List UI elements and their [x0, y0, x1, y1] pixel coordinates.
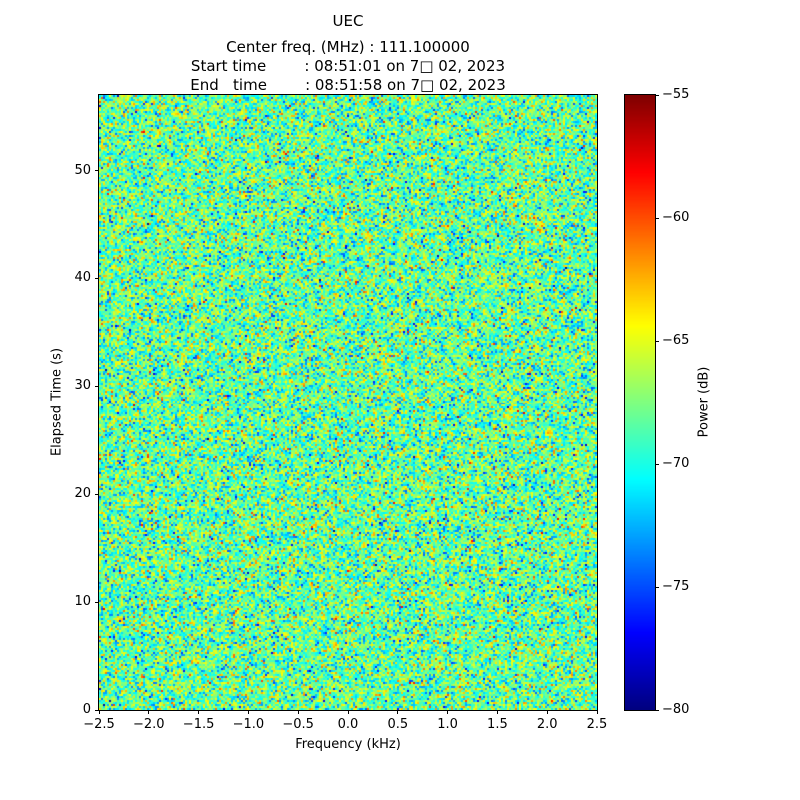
y-tick-label: 50 — [74, 162, 91, 178]
x-tick-mark — [148, 710, 150, 714]
plot-title: UEC — [332, 12, 364, 30]
x-axis-label: Frequency (kHz) — [295, 737, 401, 752]
y-tick-mark — [95, 601, 99, 603]
y-tick-label: 20 — [74, 486, 91, 502]
y-tick-mark — [95, 277, 99, 279]
colorbar-tick-label: −55 — [662, 87, 690, 102]
center-freq-line: Center freq. (MHz) : 111.100000 — [226, 38, 470, 56]
x-tick-label: −2.5 — [83, 717, 115, 732]
x-tick-mark — [198, 710, 200, 714]
x-tick-mark — [297, 710, 299, 714]
x-tick-label: 1.5 — [487, 717, 508, 732]
x-tick-mark — [347, 710, 349, 714]
x-tick-mark — [447, 710, 449, 714]
colorbar-tick-label: −65 — [662, 333, 690, 348]
x-tick-mark — [247, 710, 249, 714]
x-tick-mark — [98, 710, 100, 714]
y-tick-mark — [95, 493, 99, 495]
x-tick-label: 2.0 — [536, 717, 558, 732]
start-time-line: Start time : 08:51:01 on 7□ 02, 2023 — [190, 57, 506, 75]
y-tick-label: 10 — [74, 594, 91, 610]
x-tick-mark — [496, 710, 498, 714]
y-tick-mark — [95, 170, 99, 172]
colorbar-tick-label: −70 — [662, 456, 690, 471]
x-tick-label: 0.5 — [387, 717, 409, 732]
x-tick-label: 1.0 — [437, 717, 458, 732]
y-tick-label: 30 — [74, 378, 91, 394]
x-tick-label: 2.5 — [586, 717, 608, 732]
colorbar-tick-mark — [655, 340, 659, 342]
spectrogram-heatmap — [99, 95, 597, 710]
colorbar-tick-label: −80 — [662, 702, 690, 717]
x-tick-label: −1.0 — [232, 717, 265, 732]
colorbar-tick-mark — [655, 94, 659, 96]
y-axis-label: Elapsed Time (s) — [49, 347, 65, 457]
colorbar-tick-mark — [655, 217, 659, 219]
colorbar-tick-mark — [655, 463, 659, 465]
colorbar-tick-mark — [655, 586, 659, 588]
y-tick-mark — [95, 709, 99, 711]
x-tick-label: −1.5 — [182, 717, 215, 732]
x-tick-label: −2.0 — [133, 717, 165, 732]
colorbar-label: Power (dB) — [696, 366, 712, 438]
x-tick-mark — [546, 710, 548, 714]
colorbar-tick-label: −75 — [662, 579, 690, 594]
colorbar-border — [624, 94, 656, 711]
x-tick-mark — [397, 710, 399, 714]
x-tick-mark — [596, 710, 598, 714]
colorbar-gradient — [625, 95, 655, 710]
y-tick-label: 0 — [82, 702, 91, 717]
colorbar-tick-mark — [655, 709, 659, 711]
y-tick-label: 40 — [74, 270, 91, 286]
colorbar-tick-label: −60 — [662, 210, 690, 225]
y-tick-mark — [95, 385, 99, 387]
x-tick-label: 0.0 — [337, 717, 359, 732]
x-tick-label: −0.5 — [282, 717, 314, 732]
plot-axes-border — [98, 94, 598, 711]
end-time-line: End time : 08:51:58 on 7□ 02, 2023 — [190, 76, 506, 94]
